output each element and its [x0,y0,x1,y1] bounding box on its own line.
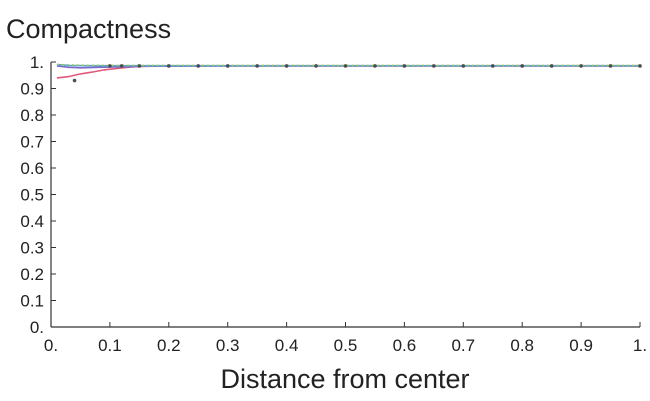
series-5-point [490,64,495,68]
series-5-point [343,64,348,68]
series-5-point [579,64,583,68]
series-5-point [373,64,377,68]
series-5-point [119,64,124,68]
series-5-point [167,64,171,68]
y-axis-title: Compactness [6,14,171,44]
x-tick-label: 0.7 [451,336,475,355]
y-tick-label: 0.9 [20,80,44,99]
series-5-point [549,64,554,68]
y-tick-label: 0.7 [20,133,44,152]
series-5-point [137,64,142,68]
series-5-point [314,64,318,68]
x-tick-label: 0.3 [216,336,240,355]
series-5-point [520,64,524,68]
series-5-point [432,64,436,68]
x-axis-title: Distance from center [220,364,469,394]
series-5-point [255,64,259,68]
series-5-point [402,64,407,68]
y-tick-label: 0.4 [20,212,44,231]
series-5-point [72,78,77,83]
series-5-point [108,64,112,68]
y-tick-label: 0.1 [20,292,44,311]
x-tick-label: 1. [633,336,647,355]
y-tick-label: 0. [30,318,44,337]
x-tick-label: 0.9 [569,336,593,355]
x-tick-label: 0.4 [275,336,299,355]
series-layer [56,63,642,83]
x-tick-label: 0.2 [157,336,181,355]
series-5-point [638,64,642,68]
x-tick-label: 0.8 [510,336,534,355]
y-tick-label: 0.8 [20,106,44,125]
ticks-layer: 0. 0.1 0.2 0.3 0.4 0.5 0.6 0.7 0.8 0.9 1. 0. 0.1 0.2 0… [20,53,647,355]
series-1-line [56,65,640,79]
x-tick-label: 0.6 [393,336,417,355]
series-5-point [608,64,613,68]
y-tick-label: 0.5 [20,186,44,205]
y-tick-label: 0.3 [20,239,44,258]
x-tick-label: 0. [44,336,58,355]
series-5-point [284,64,289,68]
series-5-point [225,64,230,68]
y-tick-label: 0.2 [20,265,44,284]
series-5-point [461,64,466,68]
x-tick-label: 0.5 [334,336,358,355]
series-5-point [196,64,201,68]
x-tick-label: 0.1 [98,336,122,355]
y-tick-label: 1. [30,53,44,72]
y-tick-label: 0.6 [20,159,44,178]
